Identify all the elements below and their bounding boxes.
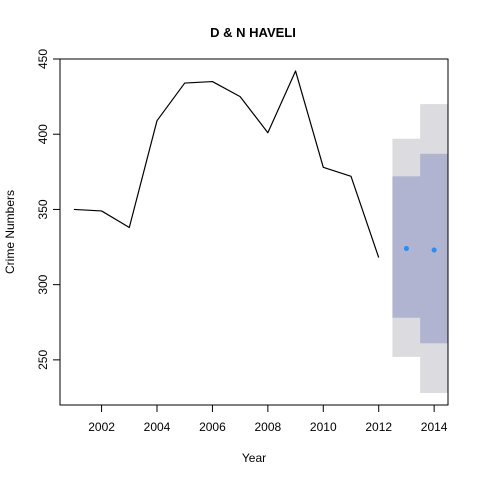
x-tick-label-2010: 2010 — [310, 420, 337, 434]
y-tick-label-400: 400 — [36, 124, 50, 144]
chart-title: D & N HAVELI — [210, 25, 296, 40]
x-axis: 2002 2004 2006 2008 2010 2012 2014 — [88, 405, 448, 434]
y-tick-label-450: 450 — [36, 49, 50, 69]
x-tick-label-2012: 2012 — [365, 420, 392, 434]
data-series — [73, 70, 380, 258]
plot-frame — [59, 58, 449, 406]
x-tick-label-2006: 2006 — [199, 420, 226, 434]
x-tick-label-2002: 2002 — [88, 420, 115, 434]
y-axis-label: Crime Numbers — [3, 190, 17, 274]
y-axis: 250 300 350 400 450 — [36, 49, 60, 370]
prediction-interval-80 — [392, 153, 449, 344]
x-tick-label-2008: 2008 — [255, 420, 282, 434]
y-tick-label-300: 300 — [36, 274, 50, 294]
x-tick-label-2014: 2014 — [421, 420, 448, 434]
forecast-point-2013 — [403, 246, 409, 252]
x-axis-label: Year — [242, 451, 266, 465]
y-tick-label-250: 250 — [36, 350, 50, 370]
forecast-point-2014 — [431, 247, 437, 253]
y-tick-label-350: 350 — [36, 199, 50, 219]
x-tick-label-2004: 2004 — [144, 420, 171, 434]
series-line-0 — [73, 70, 380, 258]
forecast-points — [403, 246, 437, 253]
